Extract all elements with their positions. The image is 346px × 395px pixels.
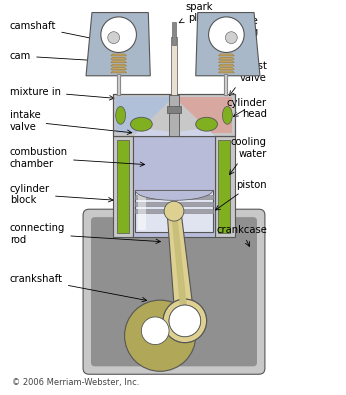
Bar [117,140,128,233]
Polygon shape [116,96,174,133]
Polygon shape [135,190,212,200]
Bar [135,202,212,206]
Bar [171,37,177,95]
Circle shape [142,317,169,344]
Bar [215,136,235,237]
FancyBboxPatch shape [83,209,265,374]
Text: spark
plug: spark plug [179,2,212,23]
Polygon shape [218,61,234,63]
Polygon shape [218,57,234,59]
Polygon shape [171,211,189,321]
Polygon shape [111,57,127,59]
Polygon shape [174,96,232,133]
Ellipse shape [196,117,218,131]
Text: piston: piston [216,179,267,210]
Bar [134,136,215,237]
Circle shape [209,17,244,53]
Text: crankshaft: crankshaft [10,275,147,302]
Bar [218,140,230,233]
Polygon shape [134,128,215,136]
Bar [167,106,181,113]
Bar [113,94,235,136]
Text: cooling
water: cooling water [229,137,267,175]
Bar [135,209,212,213]
Text: © 2006 Merriam-Webster, Inc.: © 2006 Merriam-Webster, Inc. [12,378,139,387]
Circle shape [225,32,237,43]
Text: exhaust
valve: exhaust valve [227,61,267,96]
Text: connecting
rod: connecting rod [10,223,161,245]
Polygon shape [218,54,234,56]
Polygon shape [218,68,234,70]
Circle shape [165,202,183,220]
Bar [135,190,212,232]
Polygon shape [218,71,234,73]
Text: camshaft: camshaft [10,21,107,43]
Polygon shape [111,61,127,63]
Polygon shape [111,54,127,56]
Text: valve
spring: valve spring [228,15,259,51]
Text: cam: cam [10,51,115,64]
Ellipse shape [130,117,152,131]
Circle shape [164,201,184,221]
Bar [172,22,176,45]
Text: intake
valve: intake valve [10,111,132,134]
Circle shape [169,305,201,337]
Bar [169,95,179,136]
Bar [138,192,146,230]
Bar [135,196,212,199]
Ellipse shape [116,106,126,124]
Bar [113,136,134,237]
Polygon shape [86,13,150,76]
Polygon shape [167,211,194,322]
Text: cylinder
block: cylinder block [10,184,113,205]
Circle shape [163,299,207,342]
Circle shape [163,299,207,342]
Circle shape [125,300,196,371]
Polygon shape [218,64,234,66]
FancyBboxPatch shape [91,217,257,366]
Polygon shape [196,13,260,76]
Ellipse shape [222,106,232,124]
Text: mixture in: mixture in [10,87,114,100]
Text: cylinder
head: cylinder head [227,98,267,119]
Circle shape [101,17,136,53]
Circle shape [169,305,201,337]
Circle shape [108,32,120,43]
Polygon shape [111,64,127,66]
Text: crankcase: crankcase [216,225,267,246]
Polygon shape [111,68,127,70]
Text: combustion
chamber: combustion chamber [10,147,145,169]
Polygon shape [111,71,127,73]
Bar [113,94,235,136]
Circle shape [170,207,178,215]
